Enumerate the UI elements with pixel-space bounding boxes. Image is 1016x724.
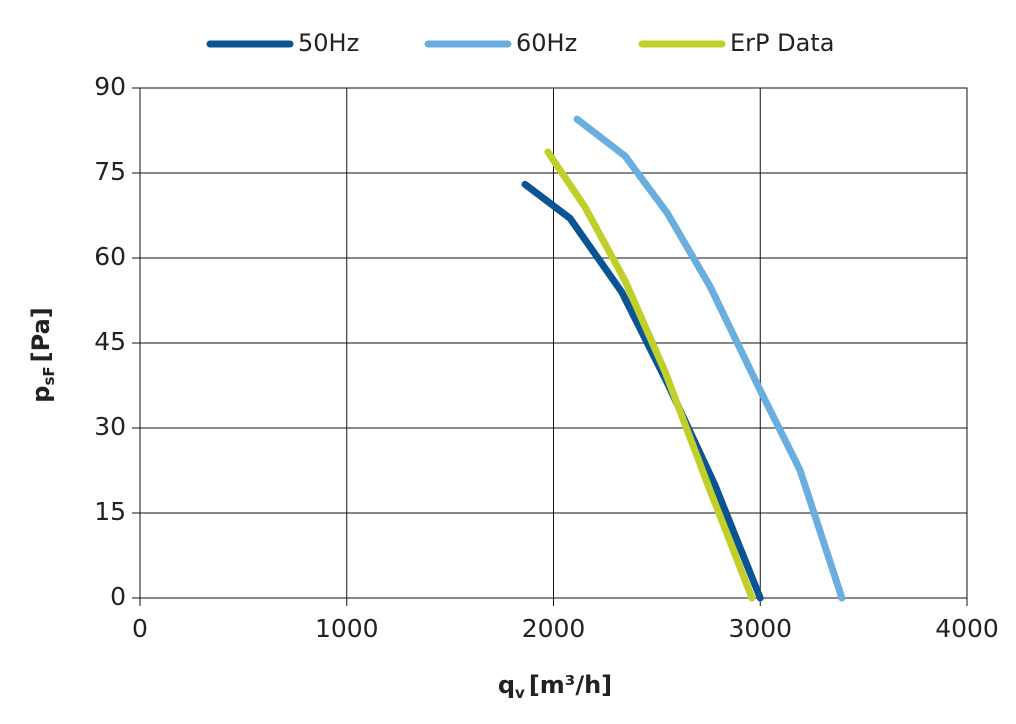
y-tick-label: 90 (94, 72, 126, 101)
legend-label: 50Hz (298, 29, 359, 57)
x-tick-label: 4000 (935, 614, 999, 643)
legend-label: ErP Data (730, 29, 834, 57)
x-tick-label: 3000 (728, 614, 792, 643)
y-axis-label: psF[Pa] (27, 307, 58, 402)
y-tick-label: 45 (94, 327, 126, 356)
y-tick-label: 30 (94, 412, 126, 441)
y-tick-label: 75 (94, 157, 126, 186)
x-axis-label: qv [m³/h] (498, 671, 612, 702)
y-tick-label: 15 (94, 497, 126, 526)
y-tick-label: 60 (94, 242, 126, 271)
series-line (544, 148, 756, 602)
x-tick-label: 2000 (522, 614, 586, 643)
x-tick-label: 1000 (315, 614, 379, 643)
x-tick-label: 0 (132, 614, 148, 643)
y-tick-label: 0 (110, 582, 126, 611)
series-line (521, 180, 764, 602)
legend-label: 60Hz (516, 29, 577, 57)
series-line (573, 115, 846, 602)
